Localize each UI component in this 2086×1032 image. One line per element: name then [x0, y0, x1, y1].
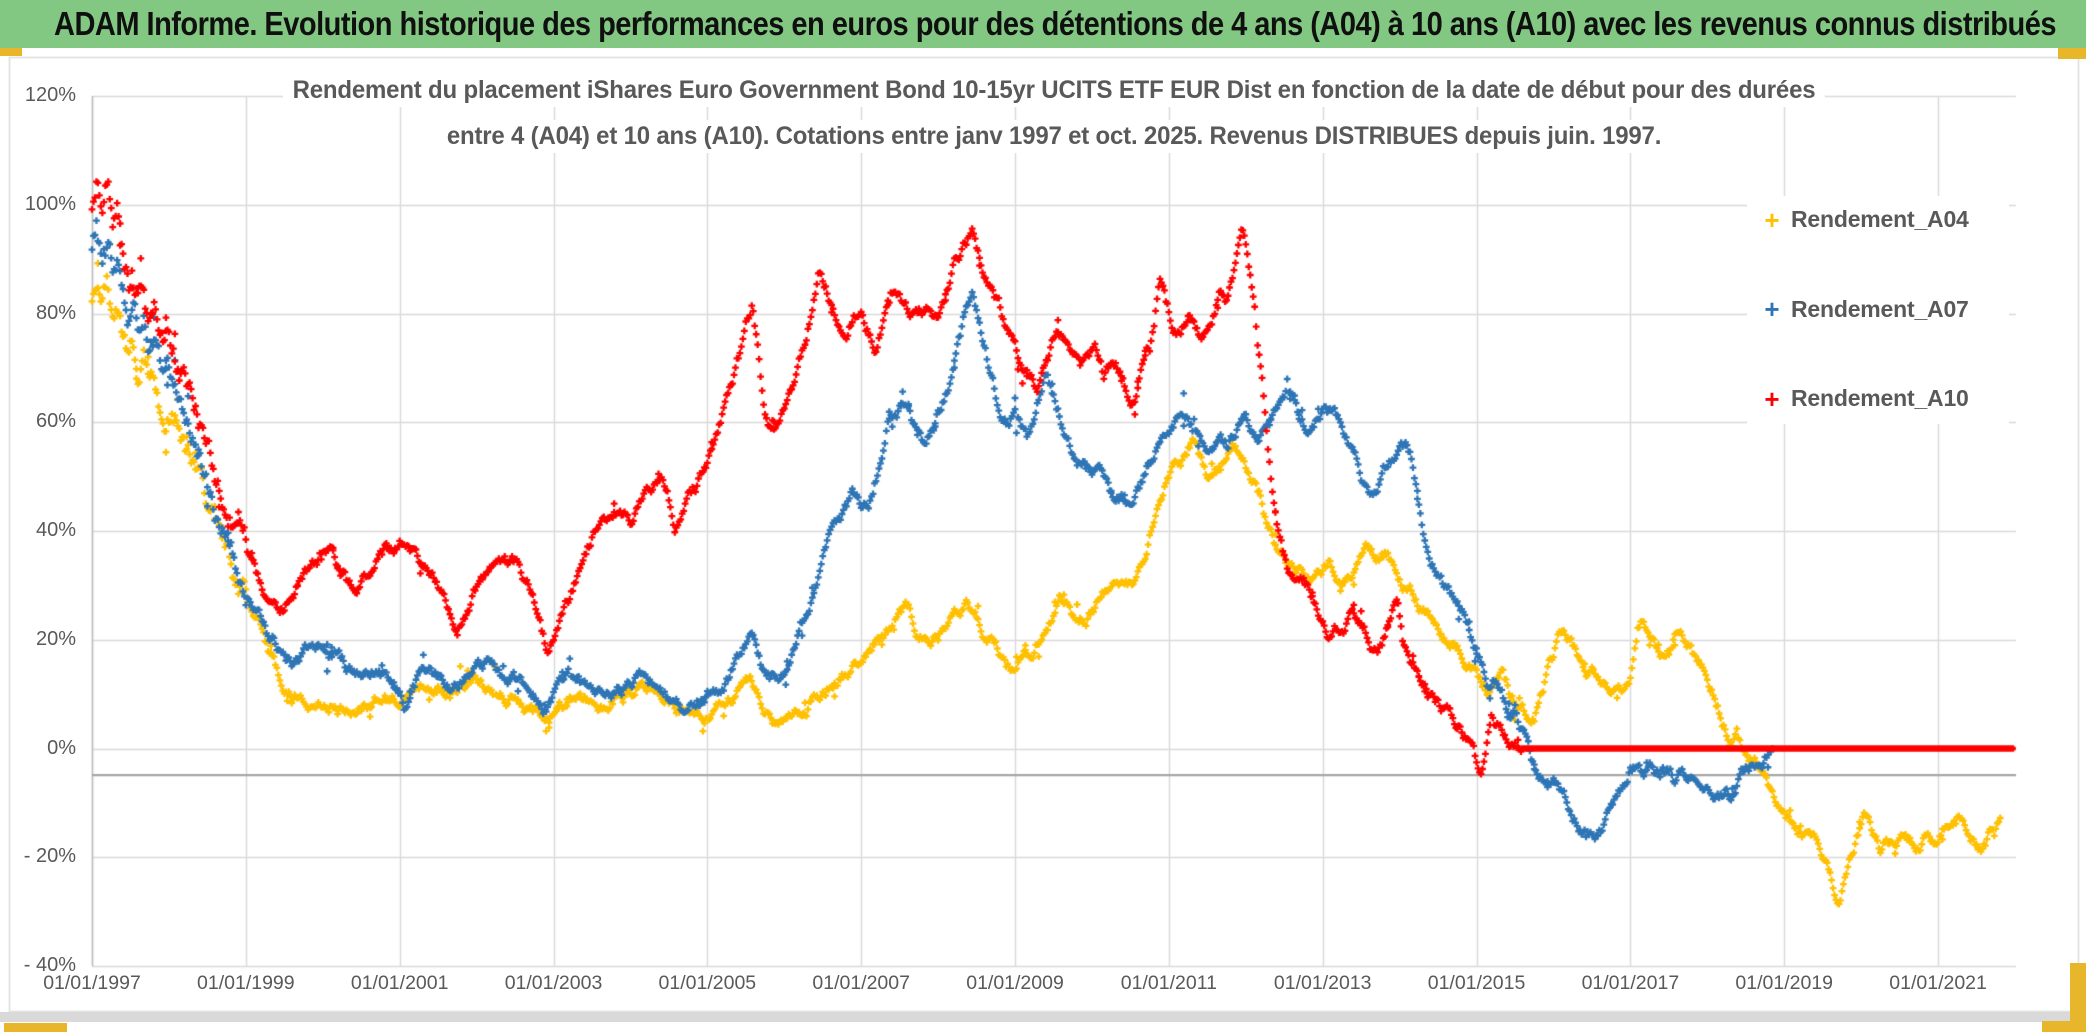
x-tick-label: 01/01/2001 [350, 972, 449, 994]
y-tick-label: - 20% [23, 845, 76, 868]
chart-title-line1: Rendement du placement iShares Euro Gove… [283, 74, 1825, 107]
y-tick-label: 80% [35, 301, 76, 324]
x-tick-label: 01/01/2021 [1889, 972, 1987, 994]
x-tick-label: 01/01/2013 [1273, 972, 1372, 994]
legend-marker-plus-icon: + [1764, 294, 1780, 324]
x-tick-label: 01/01/2019 [1735, 972, 1834, 994]
y-tick-label: 20% [35, 627, 76, 650]
y-tick-label: - 40% [23, 954, 76, 976]
y-tick-label: 120% [24, 84, 76, 106]
y-tick-label: 100% [24, 192, 76, 215]
legend-item-a04: + Rendement_A04 [1747, 206, 2009, 233]
x-tick-label: 01/01/1997 [43, 972, 141, 994]
frame-accent-bottom-right [2070, 963, 2086, 1032]
legend-item-a10: + Rendement_A10 [1747, 385, 2009, 412]
y-tick-label: 60% [35, 410, 76, 433]
x-tick-label: 01/01/2005 [658, 972, 757, 994]
chart-bottom-edge-band [0, 1012, 2086, 1022]
x-tick-label: 01/01/2015 [1427, 972, 1526, 994]
legend-item-a07: + Rendement_A07 [1747, 296, 2009, 323]
x-tick-label: 01/01/2007 [812, 972, 910, 994]
frame-accent-bottom-strip [2042, 1021, 2086, 1032]
y-tick-label: 0% [47, 736, 76, 759]
report-header-bar: ADAM Informe. Evolution historique des p… [0, 0, 2086, 48]
x-tick-label: 01/01/2017 [1581, 972, 1680, 994]
chart-legend: + Rendement_A04 + Rendement_A07 + Rendem… [1747, 196, 2009, 424]
legend-marker-plus-icon: + [1764, 204, 1780, 235]
legend-label-a07: Rendement_A07 [1791, 295, 1969, 322]
chart-title-line2: entre 4 (A04) et 10 ans (A10). Cotations… [437, 120, 1671, 153]
legend-label-a10: Rendement_A10 [1791, 385, 1969, 411]
x-tick-label: 01/01/2003 [504, 972, 603, 994]
frame-accent-bottom-left [4, 1023, 67, 1032]
report-title: ADAM Informe. Evolution historique des p… [54, 5, 2056, 42]
frame-accent-top-left [0, 48, 22, 56]
legend-marker-plus-icon: + [1764, 383, 1780, 414]
x-tick-label: 01/01/1999 [197, 972, 295, 994]
y-tick-label: 40% [35, 519, 76, 541]
legend-label-a04: Rendement_A04 [1791, 206, 1969, 232]
x-tick-label: 01/01/2009 [966, 972, 1064, 994]
x-tick-label: 01/01/2011 [1120, 972, 1217, 994]
